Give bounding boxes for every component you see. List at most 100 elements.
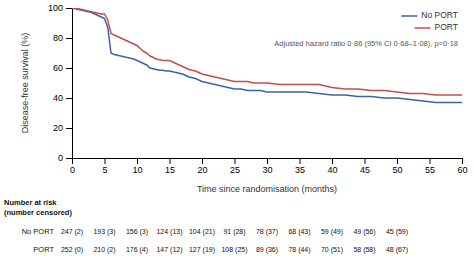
tick-label: 25 [230,165,240,175]
tick: 20 [53,123,72,133]
tick-mark [66,38,72,39]
series-line [72,8,462,103]
x-axis: 0 5 10 15 20 25 30 35 40 45 50 55 60 [70,158,468,175]
risk-count: 70 (51) [321,246,343,254]
risk-count: 124 (13) [156,228,182,236]
series-line [72,8,462,95]
tick-label: 10 [132,165,142,175]
tick-mark [170,158,171,164]
risk-count: 59 (49) [321,228,343,236]
risk-count: 147 (12) [156,246,182,254]
chart-container: 0 5 10 15 20 25 30 35 40 45 50 55 60 0 20 40 60 80 100 Time… [0,0,474,278]
tick-label: 0 [70,165,75,175]
tick-label: 40 [327,165,337,175]
chart-svg: 0 5 10 15 20 25 30 35 40 45 50 55 60 0 20 40 60 80 100 Time… [0,0,474,278]
risk-count: 78 (44) [288,246,310,254]
y-axis: 0 20 40 60 80 100 [48,3,73,163]
tick-label: 15 [165,165,175,175]
tick-label: 20 [197,165,207,175]
tick: 25 [230,158,240,175]
tick: 80 [53,33,72,43]
risk-table-title: Number at risk(number censored) [4,198,72,217]
risk-count: 108 (25) [221,246,247,254]
tick-label: 50 [392,165,402,175]
tick: 45 [360,158,370,175]
risk-count: 45 (59) [386,228,408,236]
tick-mark [300,158,301,164]
tick: 40 [327,158,337,175]
tick: 60 [457,158,467,175]
tick-mark [365,158,366,164]
tick-mark [137,158,138,164]
tick-label: 0 [58,153,63,163]
tick: 30 [262,158,272,175]
risk-count: 193 (3) [93,228,115,236]
axis-line [73,159,463,165]
risk-count: 210 (2) [93,246,115,254]
tick-mark [332,158,333,164]
tick-label: 20 [53,123,63,133]
risk-count: 78 (37) [256,228,278,236]
risk-table: Number at risk(number censored) No PORT 24… [4,198,408,254]
tick-label: 45 [360,165,370,175]
tick-label: 40 [53,93,63,103]
risk-count: 58 (58) [353,246,375,254]
tick: 40 [53,93,72,103]
tick-label: 100 [48,3,63,13]
tick-label: 30 [262,165,272,175]
risk-count: 127 (19) [189,246,215,254]
tick: 50 [392,158,402,175]
legend-swatch [415,27,431,29]
risk-count: 68 (43) [288,228,310,236]
risk-count: 48 (67) [386,246,408,254]
tick-mark [430,158,431,164]
tick: 5 [102,158,107,175]
risk-table-title-line: Number at risk [4,198,57,207]
tick: 35 [295,158,305,175]
risk-table-title-line: (number censored) [4,208,72,217]
tick: 100 [48,3,72,13]
legend: No PORT PORT [401,10,458,32]
tick-mark [267,158,268,164]
tick: 10 [132,158,142,175]
risk-count: 89 (36) [256,246,278,254]
tick: 15 [165,158,175,175]
tick-label: 5 [102,165,107,175]
tick-label: 60 [53,63,63,73]
risk-count: 252 (0) [61,246,83,254]
risk-row-label: No PORT [22,227,55,236]
x-axis-title: Time since randomisation (months) [197,184,337,194]
tick-mark [66,158,72,159]
tick-mark [202,158,203,164]
y-axis-title: Disease-free survival (%) [20,33,30,134]
tick-mark [235,158,236,164]
annotation: Adjusted hazard ratio 0·86 (95% CI 0·68–… [274,39,458,48]
risk-row-label: PORT [33,245,54,254]
tick-label: 35 [295,165,305,175]
tick-mark [66,128,72,129]
risk-count: 91 (28) [223,228,245,236]
plot-area [72,8,462,103]
tick: 0 [70,158,75,175]
axis-line [66,9,73,159]
risk-count: 156 (3) [126,228,148,236]
tick-mark [105,158,106,164]
legend-label: PORT [435,22,458,32]
tick-mark [66,68,72,69]
tick: 20 [197,158,207,175]
tick-label: 60 [457,165,467,175]
tick-label: 55 [425,165,435,175]
tick: 60 [53,63,72,73]
tick-mark [397,158,398,164]
tick-mark [462,158,463,164]
risk-count: 49 (56) [353,228,375,236]
tick: 55 [425,158,435,175]
risk-count: 104 (21) [189,228,215,236]
legend-label: No PORT [421,10,458,20]
tick-label: 80 [53,33,63,43]
tick-mark [66,98,72,99]
risk-count: 176 (4) [126,246,148,254]
tick: 0 [58,153,72,163]
tick-mark [66,8,72,9]
risk-count: 247 (2) [61,228,83,236]
